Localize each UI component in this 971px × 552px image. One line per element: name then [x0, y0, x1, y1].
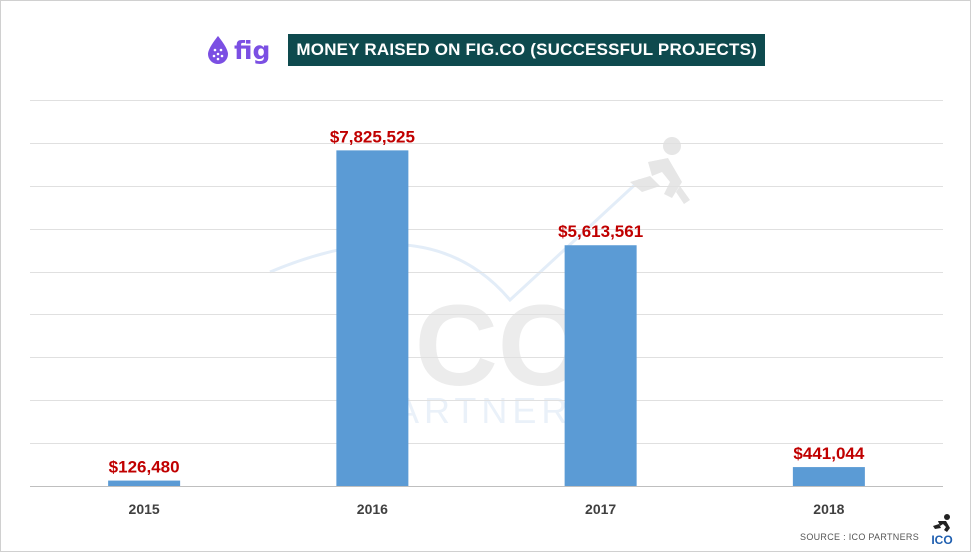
bar-2017 [564, 245, 637, 486]
value-label-2017: $5,613,561 [558, 222, 643, 241]
gridlines [30, 100, 943, 487]
x-tick-2015: 2015 [129, 501, 160, 517]
value-labels: $126,480 $7,825,525 $5,613,561 $441,044 [109, 127, 865, 476]
runner-watermark-icon [630, 137, 690, 204]
fig-logo-text: fig [233, 35, 271, 65]
chart-header: fig MONEY RAISED ON FIG.CO (SUCCESSFUL P… [0, 32, 971, 68]
x-axis-ticks: 2015 2016 2017 2018 [129, 501, 845, 517]
source-note: SOURCE : ICO PARTNERS [800, 532, 919, 542]
bar-2016 [336, 150, 409, 486]
fig-drop-icon [207, 36, 228, 64]
bars [108, 150, 865, 486]
x-tick-2018: 2018 [813, 501, 844, 517]
value-label-2016: $7,825,525 [330, 127, 415, 146]
value-label-2018: $441,044 [793, 444, 864, 463]
fig-logo: fig [206, 35, 270, 65]
value-label-2015: $126,480 [109, 458, 180, 477]
x-tick-2016: 2016 [357, 501, 388, 517]
ico-runner-icon: ICO [931, 514, 953, 546]
x-tick-2017: 2017 [585, 501, 616, 517]
ico-badge-text: ICO [931, 533, 952, 546]
bar-2015 [108, 480, 181, 486]
chart-title: MONEY RAISED ON FIG.CO (SUCCESSFUL PROJE… [288, 34, 766, 66]
watermark-ico-text: ICO [383, 282, 587, 410]
bar-2018 [792, 467, 865, 486]
